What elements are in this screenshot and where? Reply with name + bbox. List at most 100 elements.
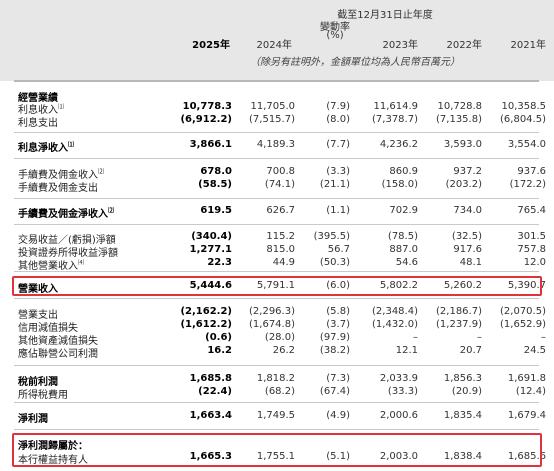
row-label: 利息淨收入⑴ <box>18 139 74 154</box>
row-label: 應佔聯營公司利潤 <box>18 345 98 360</box>
cell-value: 5,791.1 <box>256 280 295 291</box>
cell-value: (4.9) <box>326 410 350 421</box>
change-caption: 變動率 <box>320 22 350 33</box>
cell-value: 10,778.3 <box>182 101 232 112</box>
cell-value: (20.9) <box>451 386 482 397</box>
cell-value: 301.5 <box>517 231 546 242</box>
row-label-text: 經營業績 <box>18 93 58 104</box>
cell-value: 2,003.0 <box>379 451 418 462</box>
row-divider <box>14 198 539 199</box>
cell-value: 887.0 <box>389 244 418 255</box>
row-divider <box>14 402 539 403</box>
header-divider <box>14 80 539 82</box>
cell-value: (158.0) <box>381 179 418 190</box>
cell-value: 1,685.6 <box>507 451 546 462</box>
cell-value: 2,033.9 <box>379 373 418 384</box>
cell-value: 3,866.1 <box>189 139 232 150</box>
cell-value: (3.7) <box>326 319 350 330</box>
cell-value: (2,070.5) <box>500 306 546 317</box>
row-label: 營業收入 <box>18 280 58 295</box>
cell-value: 626.7 <box>266 205 295 216</box>
cell-value: 1,838.4 <box>443 451 482 462</box>
cell-value: (1,612.2) <box>180 319 232 330</box>
cell-value: 815.0 <box>266 244 295 255</box>
row-label-text: 手續費及佣金收入 <box>18 170 98 181</box>
row-label-text: 手續費及佣金支出 <box>18 183 98 194</box>
row-label: 交易收益／(虧損)淨額 <box>18 231 116 246</box>
cell-value: 11,614.9 <box>373 101 418 112</box>
cell-value: (5.8) <box>326 306 350 317</box>
footnote-marker: ⑵ <box>98 168 105 176</box>
cell-value: (340.4) <box>191 231 232 242</box>
cell-value: 1,749.5 <box>256 410 295 421</box>
cell-value: 16.2 <box>207 345 232 356</box>
row-divider <box>14 271 539 272</box>
amount-unit-note: （除另有註明外，金額單位均為人民幣百萬元） <box>250 57 460 68</box>
cell-value: 1,856.3 <box>443 373 482 384</box>
row-divider <box>14 429 539 430</box>
row-label: 手續費及佣金支出 <box>18 179 98 194</box>
row-label: 經營業績 <box>18 89 58 104</box>
cell-value: 5,802.2 <box>379 280 418 291</box>
row-label-text: 手續費及佣金淨收入 <box>18 209 108 220</box>
cell-value: (21.1) <box>319 179 350 190</box>
cell-value: 734.0 <box>453 205 482 216</box>
footnote-marker: ⑴ <box>58 103 65 111</box>
cell-value: (7,135.8) <box>436 114 482 125</box>
row-label: 投資證券所得收益淨額 <box>18 244 118 259</box>
cell-value: 5,390.7 <box>507 280 546 291</box>
cell-value: 4,236.2 <box>379 139 418 150</box>
cell-value: (1,674.8) <box>249 319 295 330</box>
cell-value: 22.3 <box>207 257 232 268</box>
cell-value: 26.2 <box>272 345 295 356</box>
cell-value: (7,515.7) <box>249 114 295 125</box>
cell-value: (38.2) <box>319 345 350 356</box>
row-label: 稅前利潤 <box>18 373 58 388</box>
row-label-text: 其他營業收入 <box>18 261 78 272</box>
cell-value: (3.3) <box>326 166 350 177</box>
cell-value: 937.6 <box>517 166 546 177</box>
cell-value: 48.1 <box>459 257 482 268</box>
cell-value: 1,691.8 <box>507 373 546 384</box>
row-label-text: 利息淨收入 <box>18 143 68 154</box>
cell-value: 10,358.5 <box>501 101 546 112</box>
row-label-text: 應佔聯營公司利潤 <box>18 349 98 360</box>
cell-value: (1,432.0) <box>372 319 418 330</box>
cell-value: (1.1) <box>326 205 350 216</box>
footnote-marker: ⑵ <box>108 207 115 215</box>
row-label: 利息收入⑴ <box>18 101 64 116</box>
row-label: 其他營業收入⑷ <box>18 257 84 272</box>
cell-value: 54.6 <box>395 257 418 268</box>
row-label-text: 本行權益持有人 <box>18 455 88 466</box>
cell-value: (58.5) <box>198 179 232 190</box>
cell-value: (6.0) <box>326 280 350 291</box>
cell-value: (1,652.9) <box>500 319 546 330</box>
cell-value: (2,162.2) <box>180 306 232 317</box>
cell-value: (32.5) <box>451 231 482 242</box>
row-label-text: 營業支出 <box>18 310 58 321</box>
year-2023: 2023年 <box>382 40 418 51</box>
cell-value: (22.4) <box>198 386 232 397</box>
footnote-marker: ⑷ <box>78 259 85 267</box>
cell-value: (50.3) <box>319 257 350 268</box>
row-label: 利息支出 <box>18 114 58 129</box>
cell-value: 1,755.1 <box>256 451 295 462</box>
cell-value: 20.7 <box>459 345 482 356</box>
cell-value: 1,679.4 <box>507 410 546 421</box>
cell-value: 678.0 <box>200 166 232 177</box>
cell-value: 10,728.8 <box>437 101 482 112</box>
cell-value: 1,277.1 <box>189 244 232 255</box>
net-profit-attributable-highlight <box>12 433 542 467</box>
cell-value: (78.5) <box>387 231 418 242</box>
cell-value: (28.0) <box>264 332 295 343</box>
cell-value: (2,348.4) <box>372 306 418 317</box>
cell-value: (6,912.2) <box>180 114 232 125</box>
cell-value: – <box>477 332 482 343</box>
row-divider <box>14 298 539 299</box>
year-2024: 2024年 <box>256 40 292 51</box>
table-header-background <box>0 0 554 81</box>
cell-value: 619.5 <box>200 205 232 216</box>
footnote-marker: ⑴ <box>68 141 75 149</box>
cell-value: 5,444.6 <box>189 280 232 291</box>
cell-value: 2,000.6 <box>379 410 418 421</box>
